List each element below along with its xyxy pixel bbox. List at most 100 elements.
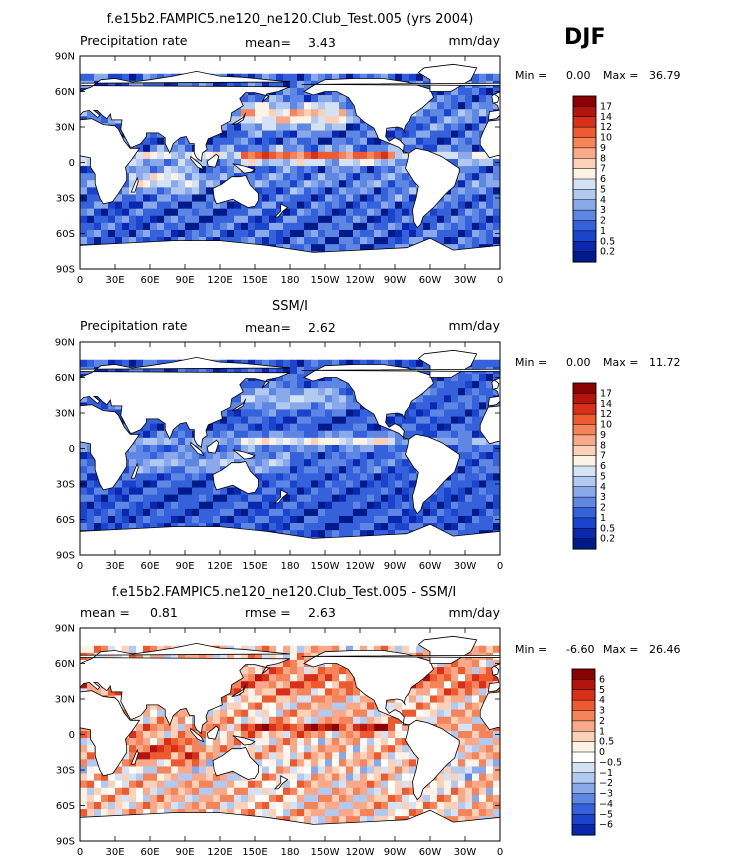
field-cell	[304, 201, 312, 210]
field-cell	[143, 645, 151, 654]
field-cell	[346, 816, 354, 824]
lon-tick-label: 150W	[311, 847, 340, 858]
field-cell	[227, 794, 235, 803]
field-cell	[339, 738, 347, 746]
field-cell	[136, 523, 144, 531]
field-cell	[409, 137, 417, 146]
land-layer	[80, 349, 500, 555]
field-cell	[332, 745, 340, 753]
field-cell	[395, 501, 403, 510]
field-cell	[269, 437, 277, 446]
field-cell	[283, 194, 291, 202]
field-cell	[290, 501, 298, 510]
field-cell	[318, 794, 326, 803]
field-cell	[451, 515, 459, 524]
field-cell	[479, 466, 487, 474]
field-cell	[206, 709, 214, 718]
field-cell	[297, 752, 305, 760]
field-cell	[262, 515, 270, 524]
field-cell	[318, 801, 326, 810]
field-cell	[276, 95, 284, 103]
field-cell	[227, 695, 235, 703]
field-cell	[276, 395, 284, 403]
field-cell	[241, 674, 249, 682]
field-cell	[290, 102, 298, 110]
field-cell	[402, 695, 410, 703]
field-cell	[80, 187, 88, 195]
field-cell	[297, 359, 305, 368]
field-cell	[262, 738, 270, 746]
field-cell	[332, 695, 340, 703]
field-cell	[178, 173, 186, 181]
field-cell	[220, 452, 228, 460]
panel-diff: f.e15b2.FAMPIC5.ne120_ne120.Club_Test.00…	[55, 585, 681, 858]
field-cell	[115, 123, 123, 131]
field-cell	[213, 166, 221, 174]
field-cell	[206, 487, 214, 496]
field-cell	[290, 116, 298, 124]
field-cell	[220, 409, 228, 417]
field-cell	[381, 151, 389, 160]
field-cell	[192, 452, 200, 460]
field-cell	[304, 137, 312, 146]
field-cell	[409, 409, 417, 417]
field-cell	[360, 466, 368, 474]
field-cell	[465, 709, 473, 718]
field-cell	[353, 816, 361, 824]
field-cell	[318, 780, 326, 789]
field-cell	[87, 809, 95, 817]
lon-tick-label: 120E	[207, 561, 232, 572]
field-cell	[430, 409, 438, 417]
field-cell	[297, 208, 305, 217]
field-cell	[108, 208, 116, 217]
colorbar-level-label: 17	[600, 101, 612, 112]
field-cell	[451, 388, 459, 396]
field-cell	[269, 688, 277, 696]
field-cell	[297, 645, 305, 654]
field-cell	[248, 523, 256, 531]
field-cell	[486, 381, 494, 389]
field-cell	[479, 395, 487, 403]
field-cell	[381, 430, 389, 439]
field-cell	[143, 158, 151, 167]
field-cell	[143, 773, 151, 782]
field-cell	[248, 459, 256, 467]
lon-tick-label: 120W	[346, 561, 375, 572]
field-cell	[451, 208, 459, 217]
field-cell	[374, 494, 382, 503]
field-cell	[143, 466, 151, 474]
colorbar-level-label: 0.5	[600, 236, 615, 247]
field-cell	[395, 430, 403, 439]
field-cell	[430, 501, 438, 510]
field-cell	[94, 80, 102, 89]
field-cell	[388, 515, 396, 524]
field-cell	[465, 116, 473, 124]
field-cell	[234, 494, 242, 503]
field-cell	[444, 487, 452, 496]
field-cell	[115, 780, 123, 789]
field-cell	[227, 123, 235, 131]
field-cell	[360, 166, 368, 174]
field-cell	[241, 794, 249, 803]
field-cell	[458, 151, 466, 160]
field-cell	[136, 444, 144, 453]
field-cell	[465, 180, 473, 188]
field-cell	[437, 515, 445, 524]
field-cell	[87, 359, 95, 368]
field-cell	[199, 187, 207, 195]
field-cell	[381, 444, 389, 453]
field-cell	[472, 780, 480, 789]
field-cell	[360, 359, 368, 368]
field-cell	[353, 144, 361, 153]
field-cell	[269, 494, 277, 503]
field-cell	[325, 523, 333, 531]
field-cell	[192, 222, 200, 231]
field-cell	[332, 759, 340, 767]
field-cell	[227, 494, 235, 503]
field-cell	[374, 752, 382, 760]
field-cell	[318, 487, 326, 496]
field-cell	[185, 738, 193, 746]
field-cell	[367, 752, 375, 760]
field-cell	[381, 187, 389, 195]
field-cell	[353, 702, 361, 711]
